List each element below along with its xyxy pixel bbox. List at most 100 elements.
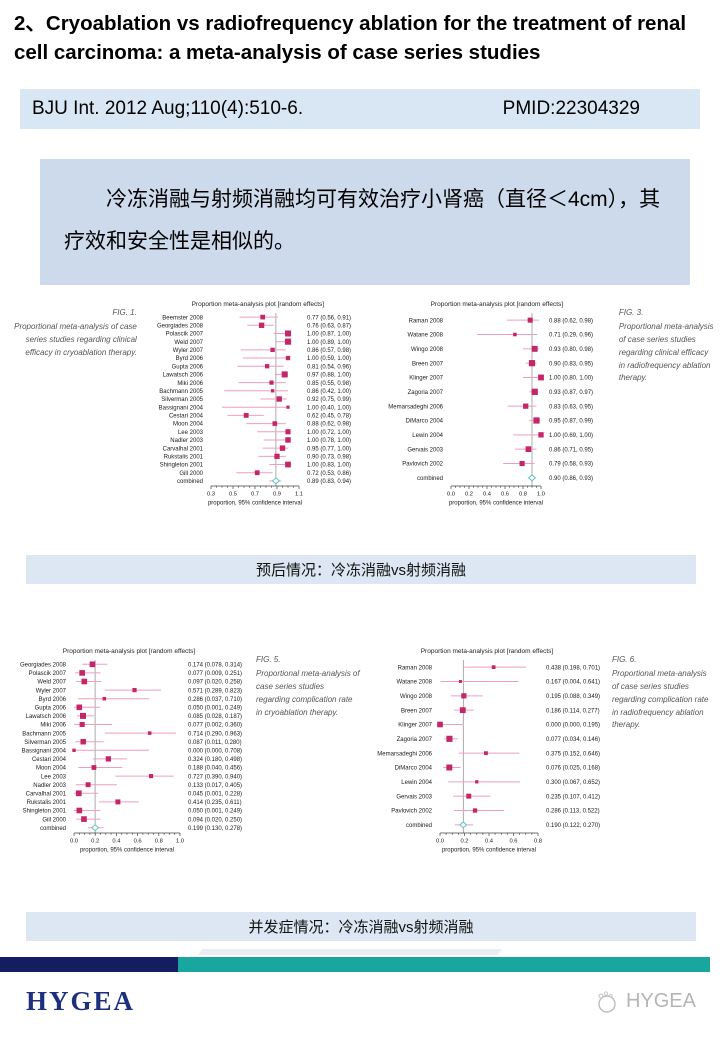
estimate-label: 0.414 (0.235, 0.611) [188, 800, 242, 806]
study-label: Zagoria 2007 [407, 390, 443, 396]
combined-diamond [271, 477, 280, 485]
study-label: Silverman 2005 [24, 740, 66, 746]
pmid-text: PMID:22304329 [502, 98, 640, 120]
study-label: Raman 2008 [398, 666, 433, 672]
x-tick-label: 1.0 [176, 839, 184, 845]
estimate-label: 0.286 (0.037, 0.710) [188, 697, 242, 703]
point-estimate-marker [81, 679, 88, 685]
fig3-forest-svg: Raman 2008 0.88 (0.62, 0.98) Watane 2008 0.… [388, 313, 593, 507]
estimate-label: 0.438 (0.198, 0.701) [546, 666, 600, 672]
x-tick-label: 0.0 [447, 492, 455, 498]
study-label: Cestari 2004 [169, 414, 204, 420]
estimate-label: 0.81 (0.54, 0.96) [307, 365, 351, 371]
fig3-number: FIG. 3. [618, 308, 644, 318]
fig5-plot-title: Proportion meta-analysis plot [random ef… [62, 648, 196, 656]
estimate-label: 0.190 (0.122, 0.270) [546, 823, 600, 829]
fig6-forest-plot: Proportion meta-analysis plot [random ef… [368, 648, 606, 856]
x-tick-label: 0.8 [519, 492, 527, 498]
point-estimate-marker [491, 665, 496, 670]
footer-teal-bar [178, 957, 710, 973]
study-label: Polascik 2007 [29, 671, 67, 677]
study-label: Gervais 2003 [396, 795, 432, 801]
x-tick-label: 0.9 [273, 492, 281, 498]
study-label: Zagoria 2007 [397, 737, 433, 743]
estimate-label: 0.71 (0.29, 0.96) [549, 333, 593, 339]
study-label: Nadler 2003 [170, 438, 203, 444]
fig1-forest-svg: Beemster 2008 0.77 (0.56, 0.91) Georgiades… [157, 313, 351, 507]
hygea-watermark-text: HYGEA [625, 990, 696, 1013]
study-label: Byrd 2006 [175, 357, 203, 363]
estimate-label: 0.83 (0.63, 0.95) [549, 405, 593, 411]
study-label: Gupta 2006 [35, 706, 67, 712]
study-label: Wingo 2008 [400, 694, 433, 700]
point-estimate-marker [472, 808, 478, 814]
study-label: Lewin 2004 [412, 433, 443, 439]
fig5-caption-text: Proportional meta-analysis of case serie… [256, 669, 360, 717]
point-estimate-marker [531, 346, 538, 353]
combined-diamond [459, 821, 468, 829]
study-label: Rukstalis 2001 [27, 800, 67, 806]
x-axis-title: proportion, 95% confidence interval [442, 848, 536, 854]
study-label: combined [177, 479, 203, 485]
estimate-label: 0.085 (0.028, 0.187) [188, 714, 242, 720]
footer-bars [0, 957, 720, 973]
estimate-label: 0.094 (0.020, 0.250) [188, 818, 242, 824]
study-label: Georgiades 2008 [157, 324, 204, 330]
estimate-label: 0.188 (0.040, 0.456) [188, 766, 242, 772]
estimate-label: 0.72 (0.53, 0.86) [307, 471, 351, 477]
estimate-label: 1.00 (0.83, 1.00) [307, 463, 351, 469]
point-estimate-marker [270, 389, 275, 393]
study-label: Memarsadeghi 2006 [388, 405, 443, 411]
estimate-label: 0.087 (0.011, 0.280) [188, 740, 242, 746]
fig5-caption: FIG. 5. Proportional meta-analysis of ca… [256, 648, 360, 719]
estimate-label: 0.62 (0.45, 0.78) [307, 414, 351, 420]
point-estimate-marker [243, 413, 249, 419]
estimate-label: 0.050 (0.001, 0.249) [188, 809, 242, 815]
fig1-plot-title: Proportion meta-analysis plot [random ef… [191, 301, 325, 309]
estimate-label: 0.88 (0.62, 0.98) [549, 319, 593, 325]
estimate-label: 1.00 (0.72, 1.00) [307, 430, 351, 436]
estimate-label: 0.86 (0.42, 1.00) [307, 389, 351, 395]
complication-band: 并发症情况：冷冻消融vs射频消融 [26, 912, 696, 942]
estimate-label: 0.167 (0.004, 0.641) [546, 680, 600, 686]
x-tick-label: 0.6 [509, 839, 517, 845]
study-label: Shingleton 2001 [159, 463, 203, 469]
point-estimate-marker [79, 670, 85, 677]
point-estimate-marker [286, 405, 290, 410]
estimate-label: 0.727 (0.390, 0.940) [188, 775, 242, 781]
estimate-label: 1.00 (0.40, 1.00) [307, 406, 351, 412]
estimate-label: 0.571 (0.289, 0.823) [188, 689, 242, 695]
x-tick-label: 1.1 [295, 492, 303, 498]
study-label: Klinger 2007 [398, 723, 432, 729]
study-label: Bassignani 2004 [22, 749, 67, 755]
estimate-label: 0.133 (0.017, 0.405) [188, 783, 242, 789]
point-estimate-marker [258, 322, 265, 329]
point-estimate-marker [276, 396, 282, 403]
estimate-label: 0.79 (0.58, 0.93) [549, 462, 593, 468]
estimate-label: 0.86 (0.71, 0.95) [549, 448, 593, 454]
point-estimate-marker [269, 380, 274, 386]
study-label: Wingo 2008 [411, 347, 444, 353]
point-estimate-marker [264, 364, 270, 369]
fig6-caption-text: Proportional meta-analysis of case serie… [611, 669, 709, 730]
x-axis-title: proportion, 95% confidence interval [80, 848, 174, 854]
x-tick-label: 0.7 [251, 492, 259, 498]
point-estimate-marker [285, 356, 291, 361]
summary-text: 冷冻消融与射频消融均可有效治疗小肾癌（直径＜4cm），其疗效和安全性是相似的。 [64, 188, 661, 254]
point-estimate-marker [89, 661, 96, 668]
point-estimate-marker [512, 333, 517, 337]
point-estimate-marker [284, 338, 291, 346]
study-label: combined [417, 476, 443, 482]
x-axis-title: proportion, 95% confidence interval [208, 501, 302, 507]
study-label: Pavlovich 2002 [391, 809, 432, 815]
study-label: Byrd 2006 [39, 697, 67, 703]
estimate-label: 0.86 (0.57, 0.98) [307, 348, 351, 354]
fig3-forest-plot: Proportion meta-analysis plot [random ef… [381, 301, 613, 509]
point-estimate-marker [459, 707, 466, 714]
estimate-label: 0.000 (0.000, 0.195) [546, 723, 600, 729]
combined-diamond [90, 824, 100, 832]
study-label: Carvalhal 2001 [26, 792, 67, 798]
study-label: Weld 2007 [37, 680, 66, 686]
x-tick-label: 0.6 [501, 492, 509, 498]
study-label: Weld 2007 [174, 340, 203, 346]
